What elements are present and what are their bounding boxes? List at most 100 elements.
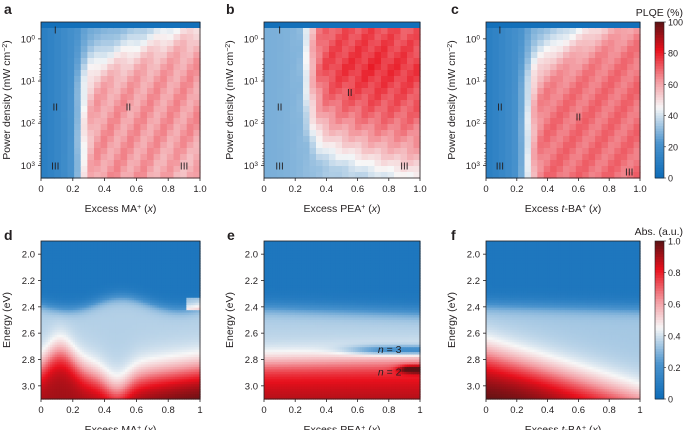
heatmap-cell bbox=[138, 287, 142, 291]
heatmap-cell bbox=[45, 312, 49, 316]
heatmap-cell bbox=[129, 268, 133, 272]
heatmap-cell bbox=[355, 148, 363, 155]
heatmap-cell bbox=[43, 352, 47, 356]
heatmap-cell bbox=[614, 34, 622, 41]
heatmap-cell bbox=[290, 94, 298, 101]
heatmap-cell bbox=[136, 394, 140, 398]
heatmap-cell bbox=[368, 52, 376, 59]
heatmap-cell bbox=[193, 100, 201, 107]
heatmap-cell bbox=[607, 94, 615, 101]
heatmap-cell bbox=[290, 58, 298, 65]
heatmap-cell bbox=[74, 166, 82, 173]
heatmap-cell bbox=[41, 369, 44, 373]
heatmap-cell bbox=[50, 258, 53, 262]
heatmap-cell bbox=[61, 329, 65, 333]
heatmap-cell bbox=[147, 154, 155, 161]
heatmap-cell bbox=[56, 273, 60, 277]
heatmap-cell bbox=[104, 320, 108, 324]
heatmap-cell bbox=[374, 154, 382, 161]
heatmap-cell bbox=[47, 275, 51, 279]
heatmap-cell bbox=[70, 320, 74, 324]
heatmap-cell bbox=[106, 253, 110, 257]
y-tick-label: 103 bbox=[244, 160, 259, 172]
heatmap-cell bbox=[633, 154, 641, 161]
heatmap-cell bbox=[193, 58, 201, 65]
heatmap-cell bbox=[59, 357, 63, 361]
heatmap-cell bbox=[86, 324, 90, 329]
heatmap-cell bbox=[296, 118, 304, 125]
heatmap-cell bbox=[43, 317, 47, 321]
heatmap-cell bbox=[77, 379, 81, 383]
heatmap-cell bbox=[70, 255, 74, 259]
heatmap-cell bbox=[387, 40, 395, 47]
heatmap-cell bbox=[65, 320, 69, 324]
heatmap-cell bbox=[633, 58, 641, 65]
heatmap-cell bbox=[543, 130, 551, 137]
heatmap-cell bbox=[620, 118, 628, 125]
heatmap-cell bbox=[97, 248, 101, 252]
heatmap-cell bbox=[486, 70, 494, 77]
heatmap-cell bbox=[193, 130, 201, 137]
heatmap-cell bbox=[43, 250, 47, 254]
heatmap-cell bbox=[588, 88, 596, 95]
heatmap-cell bbox=[136, 287, 140, 291]
heatmap-cell bbox=[127, 389, 131, 393]
heatmap-cell bbox=[120, 386, 124, 390]
heatmap-cell bbox=[550, 118, 558, 125]
heatmap-cell bbox=[45, 302, 49, 306]
heatmap-cell bbox=[86, 260, 90, 264]
heatmap-cell bbox=[68, 361, 72, 366]
heatmap-cell bbox=[166, 106, 175, 113]
heatmap-cell bbox=[505, 40, 513, 47]
heatmap-cell bbox=[129, 366, 133, 370]
heatmap-cell bbox=[104, 241, 108, 245]
heatmap-cell bbox=[322, 22, 330, 29]
heatmap-cell bbox=[118, 324, 122, 329]
heatmap-cell bbox=[118, 347, 122, 351]
heatmap-cell bbox=[56, 290, 60, 294]
heatmap-cell bbox=[59, 354, 63, 358]
heatmap-cell bbox=[131, 376, 135, 380]
heatmap-cell bbox=[54, 361, 58, 366]
heatmap-cell bbox=[84, 347, 88, 351]
heatmap-cell bbox=[518, 88, 526, 95]
heatmap-cell bbox=[84, 376, 88, 380]
heatmap-cell bbox=[45, 307, 49, 311]
heatmap-cell bbox=[296, 76, 304, 83]
heatmap-cell bbox=[88, 300, 92, 304]
heatmap-cell bbox=[97, 359, 101, 363]
heatmap-cell bbox=[68, 253, 72, 257]
heatmap-cell bbox=[120, 384, 124, 388]
heatmap-cell bbox=[394, 70, 402, 77]
heatmap-cell bbox=[601, 88, 609, 95]
heatmap-cell bbox=[140, 118, 148, 125]
heatmap-cell bbox=[166, 130, 175, 137]
heatmap-cell bbox=[75, 379, 78, 383]
heatmap-cell bbox=[97, 394, 101, 398]
heatmap-cell bbox=[84, 285, 88, 289]
heatmap-cell bbox=[563, 70, 571, 77]
heatmap-cell bbox=[601, 148, 609, 155]
heatmap-cell bbox=[50, 371, 53, 375]
heatmap-cell bbox=[138, 344, 142, 348]
heatmap-cell bbox=[407, 34, 415, 41]
heatmap-cell bbox=[104, 248, 108, 252]
heatmap-cell bbox=[569, 118, 577, 125]
heatmap-cell bbox=[193, 46, 201, 53]
heatmap-cell bbox=[277, 160, 285, 167]
heatmap-cell bbox=[86, 278, 90, 282]
heatmap-cell bbox=[342, 64, 350, 71]
heatmap-cell bbox=[109, 347, 113, 351]
heatmap-cell bbox=[107, 136, 115, 143]
heatmap-cell bbox=[122, 376, 126, 380]
heatmap-cell bbox=[290, 82, 298, 89]
heatmap-cell bbox=[59, 282, 63, 287]
heatmap-cell bbox=[47, 396, 51, 400]
heatmap-cell bbox=[90, 287, 94, 291]
heatmap-cell bbox=[61, 337, 65, 341]
heatmap-cell bbox=[498, 136, 506, 143]
heatmap-cell bbox=[400, 94, 408, 101]
heatmap-cell bbox=[127, 255, 131, 259]
heatmap-cell bbox=[129, 317, 133, 321]
heatmap-cell bbox=[95, 297, 99, 301]
